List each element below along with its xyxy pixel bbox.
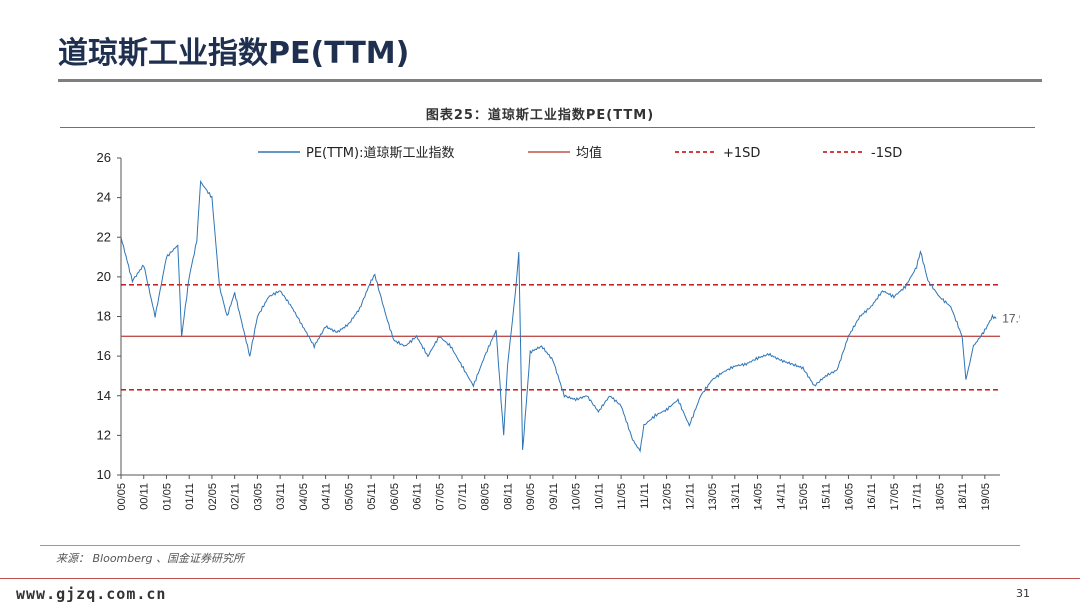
y-tick-label: 24 bbox=[97, 190, 111, 205]
x-tick-label: 19/05 bbox=[980, 483, 992, 511]
x-tick-label: 14/11 bbox=[775, 483, 787, 510]
x-tick-label: 16/05 bbox=[843, 483, 855, 511]
x-tick-label: 08/11 bbox=[502, 483, 514, 510]
x-tick-label: 11/11 bbox=[639, 483, 651, 509]
footer-divider bbox=[0, 578, 1080, 579]
x-tick-label: 09/05 bbox=[525, 483, 537, 511]
x-tick-label: 01/11 bbox=[184, 483, 196, 510]
x-tick-label: 18/05 bbox=[934, 483, 946, 511]
x-tick-label: 03/05 bbox=[252, 483, 264, 511]
x-tick-label: 01/05 bbox=[161, 483, 173, 511]
legend-label: 均值 bbox=[576, 145, 602, 161]
x-tick-label: 17/11 bbox=[912, 483, 924, 510]
legend-label: PE(TTM):道琼斯工业指数 bbox=[306, 146, 454, 161]
last-value-label: 17.94 bbox=[1002, 311, 1020, 325]
legend-label: -1SD bbox=[871, 146, 902, 161]
x-tick-label: 06/11 bbox=[412, 483, 424, 510]
x-tick-label: 13/05 bbox=[707, 483, 719, 511]
source-divider bbox=[40, 545, 1020, 546]
x-tick-label: 09/11 bbox=[548, 483, 560, 510]
x-tick-label: 06/05 bbox=[389, 483, 401, 511]
x-tick-label: 15/11 bbox=[821, 483, 833, 510]
x-tick-label: 14/05 bbox=[753, 483, 765, 511]
x-tick-label: 12/05 bbox=[662, 483, 674, 511]
x-tick-label: 10/05 bbox=[571, 483, 583, 511]
x-tick-label: 10/11 bbox=[593, 483, 605, 510]
y-tick-label: 18 bbox=[97, 309, 111, 324]
x-tick-label: 12/11 bbox=[684, 483, 696, 510]
x-tick-label: 05/05 bbox=[343, 483, 355, 511]
x-tick-label: 15/05 bbox=[798, 483, 810, 511]
x-tick-label: 08/05 bbox=[480, 483, 492, 511]
y-tick-label: 14 bbox=[97, 388, 111, 403]
x-tick-label: 16/11 bbox=[866, 483, 878, 510]
legend-label: +1SD bbox=[723, 146, 760, 161]
y-tick-label: 10 bbox=[97, 467, 111, 482]
pe-series-line bbox=[120, 179, 997, 453]
x-tick-label: 02/11 bbox=[230, 483, 242, 510]
y-tick-label: 20 bbox=[97, 269, 111, 284]
x-tick-label: 07/11 bbox=[457, 483, 469, 510]
plot-area: 17.94 bbox=[120, 179, 1020, 453]
x-tick-label: 17/05 bbox=[889, 483, 901, 511]
x-tick-label: 11/05 bbox=[616, 483, 628, 510]
x-tick-label: 00/11 bbox=[139, 483, 151, 510]
slide-title: 道琼斯工业指数PE(TTM) bbox=[58, 36, 410, 71]
x-tick-label: 05/11 bbox=[366, 483, 378, 510]
chart-axes: 10 12 14 16 18 20 22 24 26 00/05 00/11 01/05 01/11 02… bbox=[97, 150, 1000, 511]
title-divider bbox=[58, 79, 1042, 82]
x-tick-label: 03/11 bbox=[275, 483, 287, 510]
x-tick-label: 04/05 bbox=[298, 483, 310, 511]
page-number: 31 bbox=[1016, 587, 1030, 600]
figure-caption: 图表25：道琼斯工业指数PE(TTM) bbox=[425, 108, 655, 123]
x-tick-label: 13/11 bbox=[730, 483, 742, 510]
reference-lines bbox=[121, 284, 1000, 391]
y-tick-label: 26 bbox=[97, 150, 111, 165]
x-tick-label: 07/05 bbox=[434, 483, 446, 511]
y-tick-label: 12 bbox=[97, 427, 111, 442]
chart-legend: PE(TTM):道琼斯工业指数 均值 +1SD -1SD bbox=[258, 145, 902, 161]
caption-divider bbox=[60, 127, 1035, 128]
y-tick-label: 22 bbox=[97, 229, 111, 244]
y-tick-label: 16 bbox=[97, 348, 111, 363]
source-note: 来源： Bloomberg 、国金证券研究所 bbox=[56, 552, 245, 565]
x-tick-label: 04/11 bbox=[321, 483, 333, 510]
pe-line-chart: PE(TTM):道琼斯工业指数 均值 +1SD -1SD 10 12 14 16 18 20 22… bbox=[97, 145, 1020, 511]
watermark-url: www.gjzq.com.cn bbox=[16, 585, 167, 603]
x-tick-label: 18/11 bbox=[957, 483, 969, 510]
x-tick-label: 00/05 bbox=[116, 483, 128, 511]
x-tick-label: 02/05 bbox=[207, 483, 219, 511]
